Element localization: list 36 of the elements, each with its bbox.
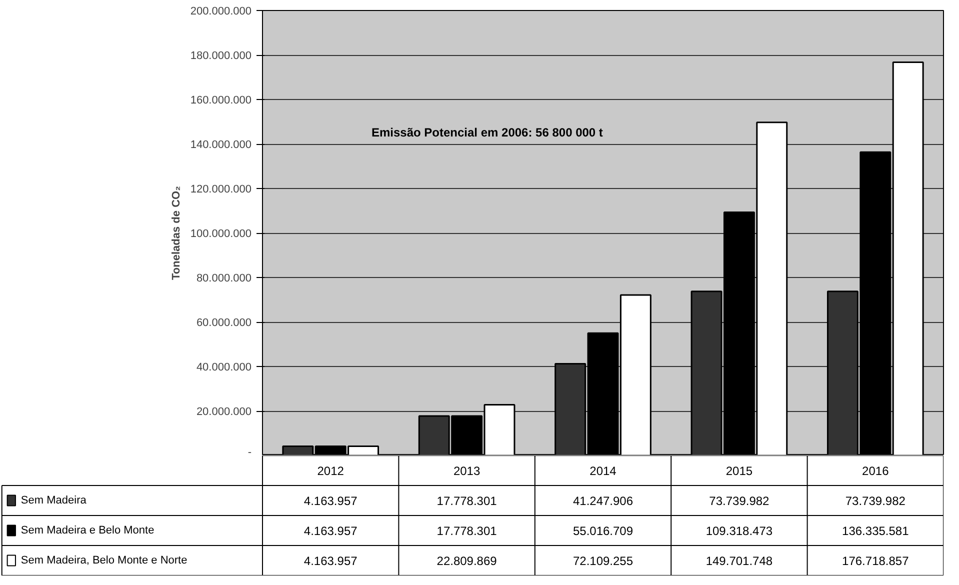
y-tick-label: 80.000.000 (196, 272, 252, 284)
data-label: 22.809.869 (436, 554, 498, 568)
y-axis-title: Toneladas de CO₂ (170, 186, 182, 280)
data-label: 4.163.957 (304, 554, 358, 568)
x-tick-label: 2012 (317, 464, 344, 478)
y-tick-label: 120.000.000 (190, 184, 252, 196)
data-label: 17.778.301 (436, 494, 498, 508)
x-tick-label: 2014 (590, 464, 617, 478)
y-tick-label: 200.000.000 (190, 6, 252, 18)
y-tick-label: - (248, 446, 252, 458)
y-tick-label: 40.000.000 (196, 362, 252, 374)
x-tick-label: 2013 (453, 464, 480, 478)
data-label: 136.335.581 (842, 524, 910, 538)
y-tick-label: 100.000.000 (190, 228, 252, 240)
data-label: 176.718.857 (842, 554, 910, 568)
data-label: 17.778.301 (436, 524, 498, 538)
y-tick-label: 60.000.000 (196, 317, 252, 329)
legend-label: Sem Madeira e Belo Monte (20, 524, 154, 536)
legend-label: Sem Madeira (20, 494, 88, 506)
data-label: 41.247.906 (572, 494, 634, 508)
y-tick-label: 160.000.000 (190, 94, 252, 106)
x-tick-label: 2016 (862, 464, 890, 478)
data-label: 149.701.748 (706, 554, 773, 568)
data-label: 73.739.982 (845, 494, 906, 508)
data-label: 73.739.982 (709, 494, 770, 508)
data-label: 4.163.957 (304, 494, 358, 508)
data-label: 72.109.255 (572, 554, 634, 568)
data-label: 55.016.709 (572, 524, 634, 538)
data-label: 109.318.473 (706, 524, 773, 538)
legend-label: Sem Madeira, Belo Monte e Norte (20, 554, 188, 566)
data-label: 4.163.957 (304, 524, 358, 538)
y-tick-label: 140.000.000 (190, 139, 252, 151)
y-tick-label: 180.000.000 (190, 50, 252, 62)
x-tick-label: 2015 (726, 464, 753, 478)
annotation: Emissão Potencial em 2006: 56 800 000 t (371, 126, 603, 140)
y-tick-label: 20.000.000 (196, 406, 252, 418)
